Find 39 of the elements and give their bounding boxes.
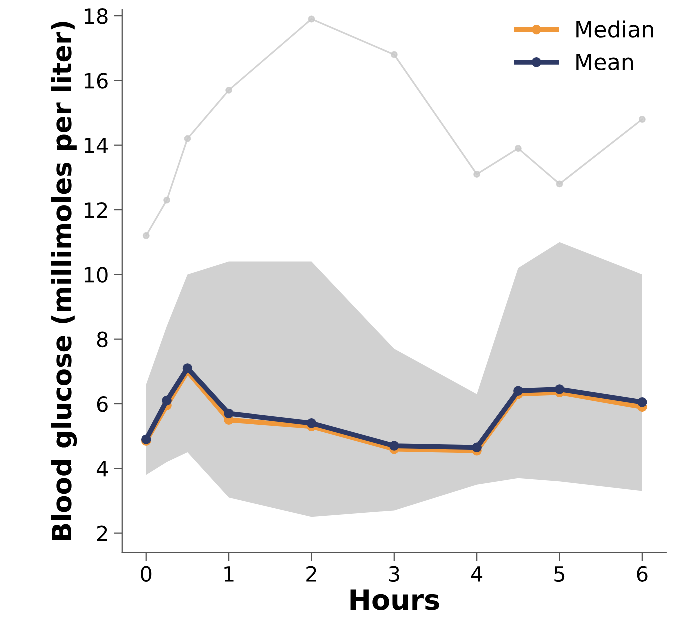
x-tick-label: 6 (637, 566, 648, 582)
x-tick-label: 1 (224, 566, 234, 582)
point (142, 232, 150, 240)
y-tick-label: 18 (84, 8, 108, 24)
y-axis-title: Blood glucose (millimoles per liter) (51, 22, 78, 540)
x-tick-label: 5 (554, 566, 565, 582)
y-tick-label: 4 (96, 461, 108, 477)
y-tick-label: 8 (97, 332, 108, 348)
x-tick-label: 2 (306, 566, 316, 582)
point (162, 396, 172, 406)
point (390, 441, 400, 451)
point (390, 51, 398, 58)
y-tick-label: 10 (84, 267, 108, 283)
y-tick-label: 12 (84, 202, 108, 218)
y-tick-label: 6 (97, 396, 108, 412)
legend-label: Median (576, 20, 654, 38)
point (638, 116, 646, 123)
x-tick-label: 0 (141, 566, 152, 582)
point (308, 16, 316, 23)
y-tick-label: 16 (84, 73, 108, 89)
point (638, 398, 648, 408)
point (184, 135, 192, 142)
point (514, 145, 522, 152)
point (474, 170, 481, 178)
y-tick-label: 2 (97, 526, 108, 542)
point (556, 180, 564, 188)
point (226, 86, 233, 94)
point (224, 408, 234, 419)
point (164, 196, 171, 204)
x-axis-title: Hours (350, 590, 440, 610)
point (514, 386, 524, 396)
point (182, 364, 193, 374)
y-tick-label: 14 (84, 138, 108, 154)
point (306, 418, 317, 428)
point (554, 384, 565, 394)
legend-label: Mean (576, 54, 634, 71)
x-tick-label: 3 (389, 566, 400, 582)
x-tick-label: 4 (471, 566, 483, 582)
point (472, 442, 482, 453)
